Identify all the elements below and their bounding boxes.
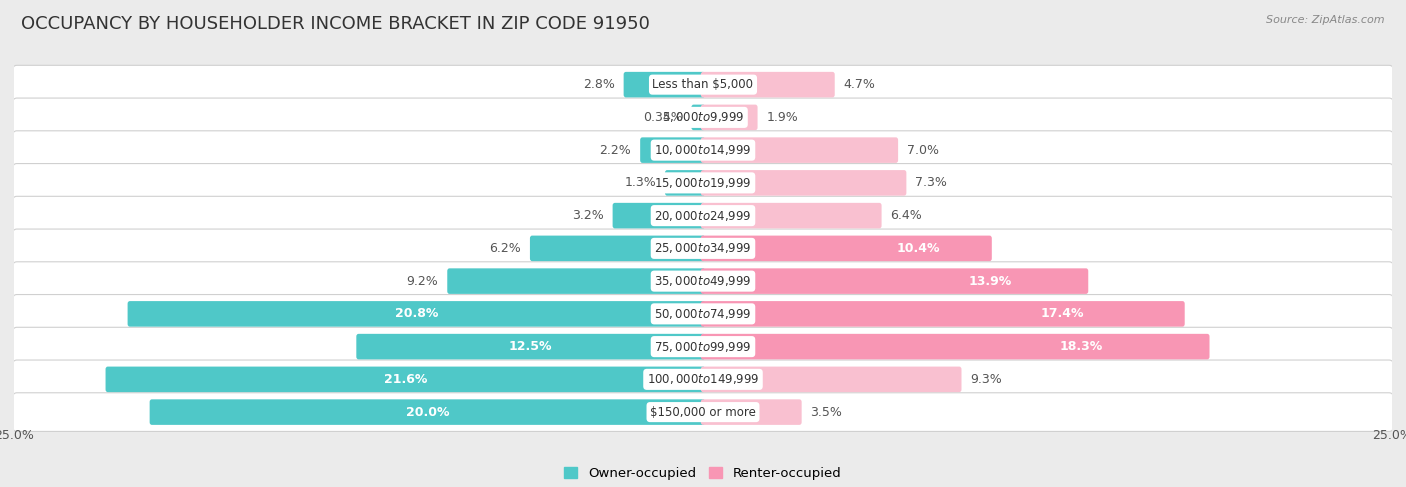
Text: 3.2%: 3.2% — [572, 209, 603, 222]
Text: 1.9%: 1.9% — [766, 111, 799, 124]
FancyBboxPatch shape — [356, 334, 706, 359]
FancyBboxPatch shape — [128, 301, 706, 327]
FancyBboxPatch shape — [700, 268, 1088, 294]
Text: 6.2%: 6.2% — [489, 242, 522, 255]
Text: 1.3%: 1.3% — [624, 176, 657, 189]
FancyBboxPatch shape — [13, 360, 1393, 399]
FancyBboxPatch shape — [13, 327, 1393, 366]
Text: $75,000 to $99,999: $75,000 to $99,999 — [654, 339, 752, 354]
FancyBboxPatch shape — [700, 399, 801, 425]
FancyBboxPatch shape — [13, 131, 1393, 169]
Text: $20,000 to $24,999: $20,000 to $24,999 — [654, 208, 752, 223]
FancyBboxPatch shape — [13, 65, 1393, 104]
Legend: Owner-occupied, Renter-occupied: Owner-occupied, Renter-occupied — [560, 461, 846, 485]
FancyBboxPatch shape — [13, 164, 1393, 202]
FancyBboxPatch shape — [700, 367, 962, 392]
Text: 6.4%: 6.4% — [890, 209, 922, 222]
Text: 21.6%: 21.6% — [384, 373, 427, 386]
Text: 2.8%: 2.8% — [583, 78, 614, 91]
Text: 0.34%: 0.34% — [643, 111, 682, 124]
FancyBboxPatch shape — [692, 105, 706, 130]
FancyBboxPatch shape — [13, 393, 1393, 431]
Text: $10,000 to $14,999: $10,000 to $14,999 — [654, 143, 752, 157]
Text: 20.8%: 20.8% — [395, 307, 439, 320]
FancyBboxPatch shape — [700, 137, 898, 163]
Text: Source: ZipAtlas.com: Source: ZipAtlas.com — [1267, 15, 1385, 25]
Text: 9.3%: 9.3% — [970, 373, 1002, 386]
Text: $50,000 to $74,999: $50,000 to $74,999 — [654, 307, 752, 321]
Text: Less than $5,000: Less than $5,000 — [652, 78, 754, 91]
Text: $15,000 to $19,999: $15,000 to $19,999 — [654, 176, 752, 190]
FancyBboxPatch shape — [13, 196, 1393, 235]
Text: 10.4%: 10.4% — [896, 242, 939, 255]
Text: OCCUPANCY BY HOUSEHOLDER INCOME BRACKET IN ZIP CODE 91950: OCCUPANCY BY HOUSEHOLDER INCOME BRACKET … — [21, 15, 650, 33]
FancyBboxPatch shape — [530, 236, 706, 261]
Text: $150,000 or more: $150,000 or more — [650, 406, 756, 419]
Text: $100,000 to $149,999: $100,000 to $149,999 — [647, 373, 759, 386]
FancyBboxPatch shape — [700, 105, 758, 130]
FancyBboxPatch shape — [700, 301, 1185, 327]
FancyBboxPatch shape — [13, 229, 1393, 268]
Text: 17.4%: 17.4% — [1040, 307, 1084, 320]
Text: 18.3%: 18.3% — [1060, 340, 1102, 353]
FancyBboxPatch shape — [447, 268, 706, 294]
FancyBboxPatch shape — [624, 72, 706, 97]
Text: 12.5%: 12.5% — [509, 340, 553, 353]
FancyBboxPatch shape — [700, 203, 882, 228]
FancyBboxPatch shape — [13, 98, 1393, 137]
FancyBboxPatch shape — [640, 137, 706, 163]
Text: $5,000 to $9,999: $5,000 to $9,999 — [662, 111, 744, 124]
Text: $25,000 to $34,999: $25,000 to $34,999 — [654, 242, 752, 255]
Text: 25.0%: 25.0% — [0, 429, 34, 442]
Text: 7.3%: 7.3% — [915, 176, 948, 189]
Text: 3.5%: 3.5% — [810, 406, 842, 419]
FancyBboxPatch shape — [700, 236, 991, 261]
Text: 7.0%: 7.0% — [907, 144, 939, 157]
FancyBboxPatch shape — [105, 367, 706, 392]
Text: 20.0%: 20.0% — [406, 406, 449, 419]
FancyBboxPatch shape — [13, 262, 1393, 300]
FancyBboxPatch shape — [700, 334, 1209, 359]
FancyBboxPatch shape — [613, 203, 706, 228]
Text: 4.7%: 4.7% — [844, 78, 876, 91]
FancyBboxPatch shape — [700, 72, 835, 97]
FancyBboxPatch shape — [665, 170, 706, 196]
FancyBboxPatch shape — [700, 170, 907, 196]
Text: 25.0%: 25.0% — [1372, 429, 1406, 442]
FancyBboxPatch shape — [149, 399, 706, 425]
Text: 9.2%: 9.2% — [406, 275, 439, 288]
FancyBboxPatch shape — [13, 295, 1393, 333]
Text: $35,000 to $49,999: $35,000 to $49,999 — [654, 274, 752, 288]
Text: 2.2%: 2.2% — [599, 144, 631, 157]
Text: 13.9%: 13.9% — [969, 275, 1012, 288]
